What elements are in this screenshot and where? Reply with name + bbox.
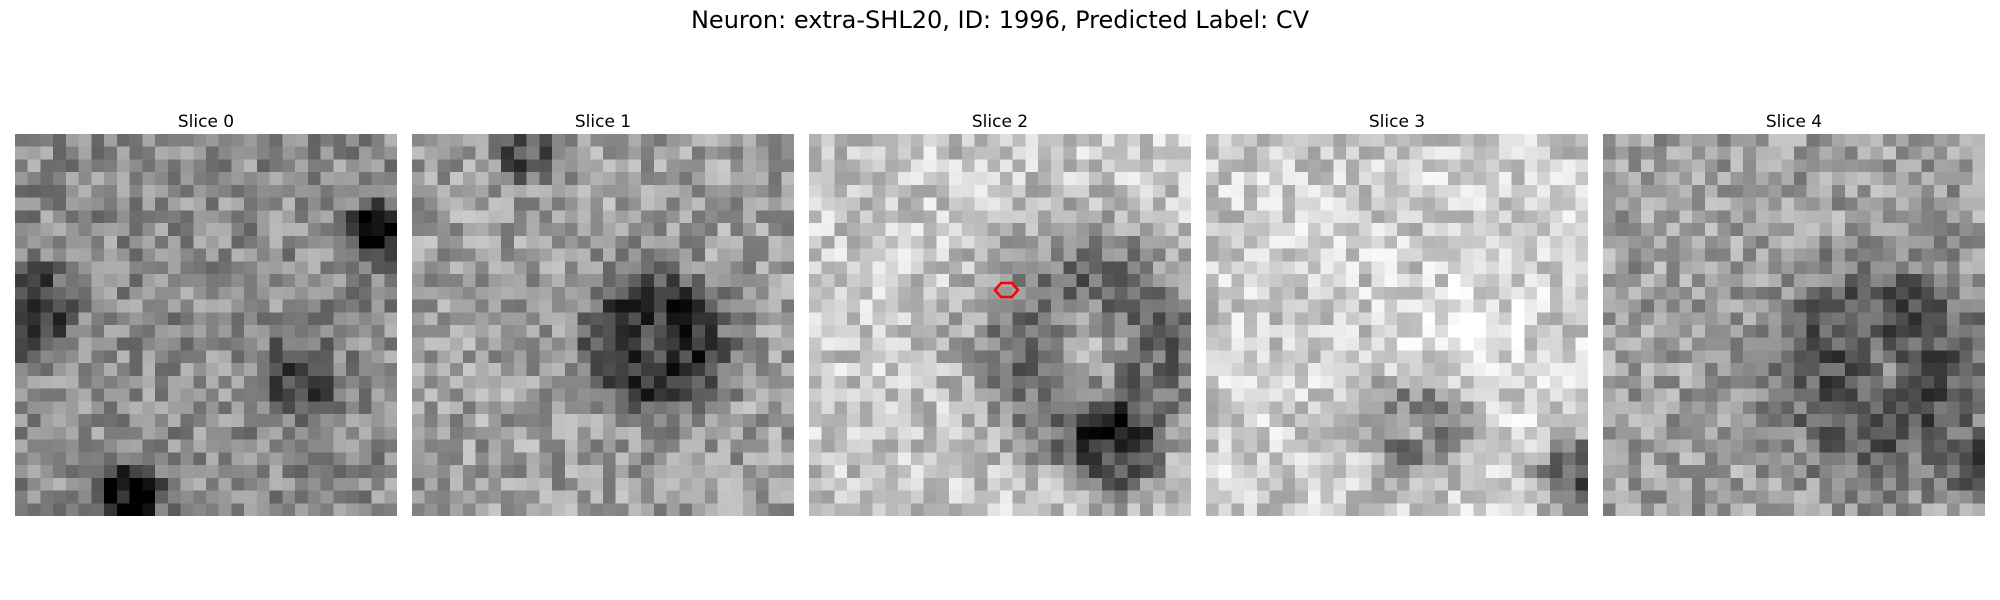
- slice-image-3: [1206, 134, 1588, 516]
- slice-image-2: [809, 134, 1191, 516]
- slice-title-3: Slice 3: [1368, 112, 1426, 132]
- slice-title-1: Slice 1: [574, 112, 632, 132]
- slice-panel-3: Slice 3: [1206, 110, 1588, 516]
- slice-panel-0: Slice 0: [15, 110, 397, 516]
- slice-panel-1: Slice 1: [412, 110, 794, 516]
- slice-image-1: [412, 134, 794, 516]
- slice-title-4: Slice 4: [1765, 112, 1823, 132]
- slice-image-4: [1603, 134, 1985, 516]
- slice-title-2: Slice 2: [971, 112, 1029, 132]
- slice-image-0: [15, 134, 397, 516]
- figure-title: Neuron: extra-SHL20, ID: 1996, Predicted…: [690, 6, 1310, 34]
- slice-panel-4: Slice 4: [1603, 110, 1985, 516]
- slice-panel-2: Slice 2: [809, 110, 1191, 516]
- slice-title-0: Slice 0: [177, 112, 235, 132]
